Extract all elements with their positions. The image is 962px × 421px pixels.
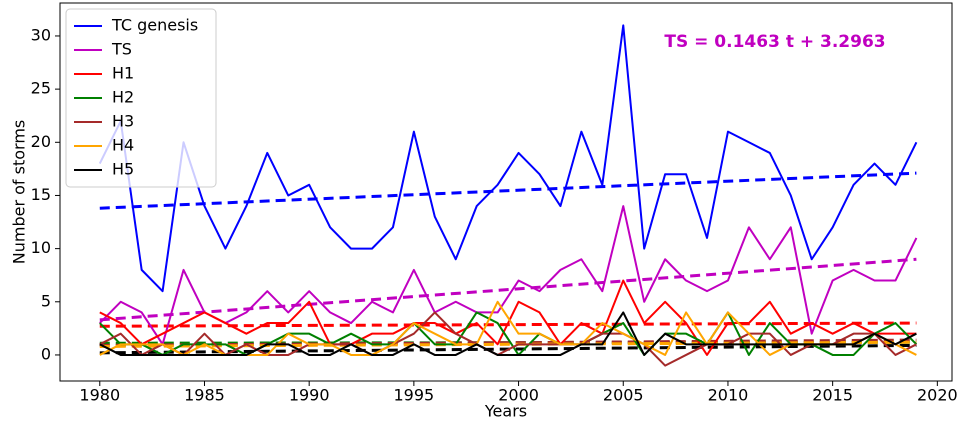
annotation: TS = 0.1463 t + 3.2963 [664, 32, 885, 52]
x-axis-label: Years [484, 402, 527, 421]
x-tick-label: 2015 [812, 386, 853, 405]
series-line [99, 205, 918, 346]
legend-label: TS [111, 40, 132, 59]
x-tick-label: 2005 [603, 386, 644, 405]
plot-frame [59, 2, 953, 382]
y-tick-label: 0 [41, 344, 51, 363]
series-line [99, 279, 917, 356]
legend-label: H4 [112, 136, 134, 155]
legend-label: H3 [112, 112, 134, 131]
x-tick-label: 2010 [708, 386, 749, 405]
x-tick-label: 1990 [289, 386, 330, 405]
y-axis-label: Number of storms [10, 120, 29, 264]
legend-frame [65, 8, 217, 188]
x-tick-label: 1980 [79, 386, 120, 405]
series-line [99, 311, 917, 356]
trend-line [99, 257, 917, 322]
x-tick-label: 2000 [498, 386, 539, 405]
legend-label: H2 [112, 88, 134, 107]
y-tick-label: 15 [31, 185, 51, 204]
y-tick-label: 25 [31, 79, 51, 98]
legend-label: TC genesis [111, 16, 198, 35]
y-tick-label: 10 [31, 238, 51, 257]
x-tick-label: 1985 [184, 386, 225, 405]
legend-label: H5 [112, 160, 134, 179]
y-tick-label: 20 [31, 132, 51, 151]
x-tick-label: 2020 [917, 386, 958, 405]
y-tick-label: 30 [31, 25, 51, 44]
y-tick-label: 5 [41, 291, 51, 310]
series-line [98, 24, 918, 293]
legend-label: H1 [112, 64, 134, 83]
trend-line [99, 171, 917, 210]
x-tick-label: 1995 [394, 386, 435, 405]
